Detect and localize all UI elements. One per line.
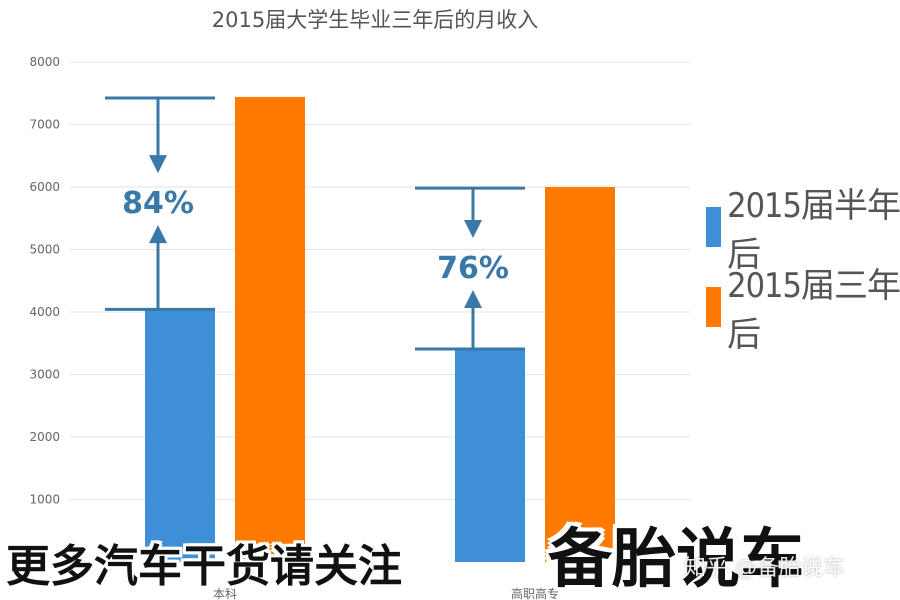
y-tick-label: 1000 <box>29 493 60 507</box>
legend-swatch-half-year <box>706 207 722 247</box>
y-axis-ticks: 1000 2000 3000 4000 5000 6000 7000 8000 <box>29 55 60 507</box>
annotation-percent-label: 76% <box>437 251 509 286</box>
banner-brand-text: 备胎说车 <box>548 523 804 597</box>
chart-title: 2015届大学生毕业三年后的月收入 <box>211 8 539 32</box>
annotation-percent-label: 84% <box>122 186 194 221</box>
bars <box>145 96 615 562</box>
bar-three-year-1 <box>545 187 615 562</box>
x-tick-label: 高职高专 <box>511 586 559 600</box>
legend-item-half-year: 2015届半年后 <box>706 178 900 276</box>
x-tick-label: 本科 <box>213 587 237 600</box>
watermark: 知乎 @备胎说车 <box>684 556 845 581</box>
y-tick-label: 2000 <box>29 430 60 444</box>
y-tick-label: 7000 <box>29 118 60 132</box>
bar-half-year-0 <box>145 309 215 562</box>
banner-follow-text: 更多汽车干货请关注 <box>6 541 402 592</box>
annotation-arrow-up-head <box>464 290 482 308</box>
annotation-arrow-down-head <box>464 220 482 238</box>
legend-label-three-year: 2015届三年后 <box>727 266 900 355</box>
legend-item-three-year: 2015届三年后 <box>706 258 900 356</box>
bar-three-year-0 <box>235 96 305 562</box>
bar-half-year-1 <box>455 348 525 562</box>
annotations: 84% 76% <box>105 96 525 351</box>
x-axis-labels: 本科 高职高专 <box>213 586 559 600</box>
annotation-arrow-down-head <box>149 155 167 174</box>
legend-swatch-three-year <box>706 287 722 327</box>
y-tick-label: 8000 <box>29 55 60 69</box>
y-tick-label: 6000 <box>29 180 60 194</box>
legend-label-half-year: 2015届半年后 <box>727 186 900 275</box>
annotation-arrow-up-head <box>149 225 167 244</box>
y-tick-label: 4000 <box>29 305 60 319</box>
y-tick-label: 3000 <box>29 368 60 382</box>
y-tick-label: 5000 <box>29 243 60 257</box>
